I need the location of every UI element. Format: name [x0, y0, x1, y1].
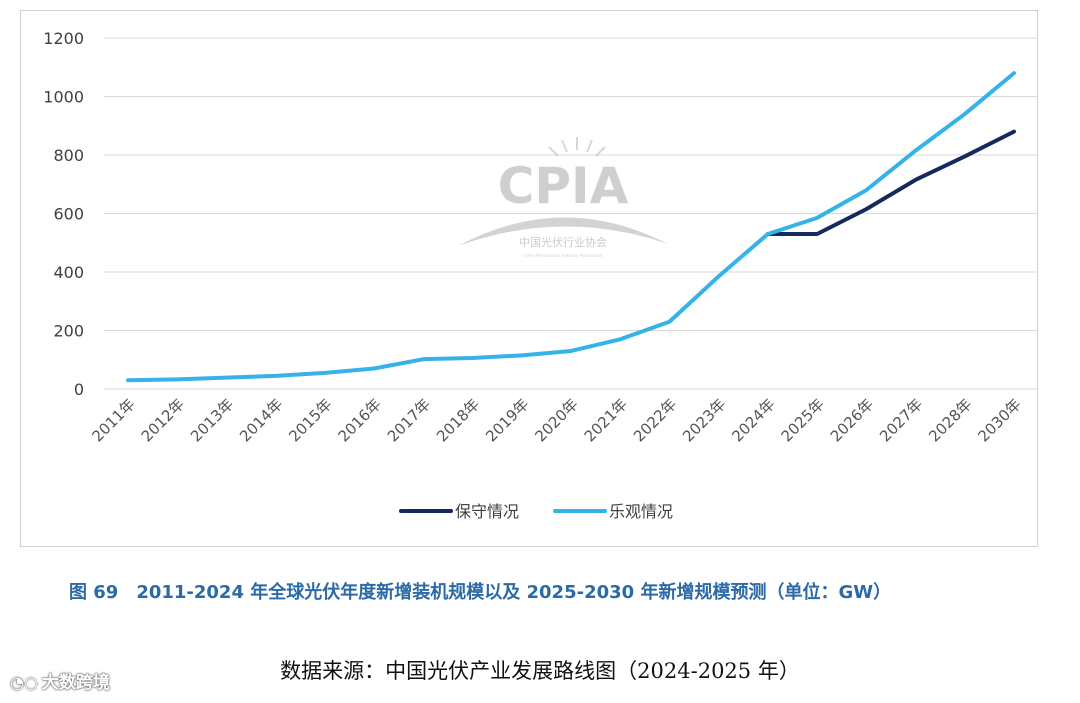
x-tick-label: 2013年 [187, 395, 237, 445]
y-tick-label: 1000 [43, 88, 84, 107]
series-line-1 [126, 71, 1016, 383]
x-tick-label: 2021年 [581, 395, 631, 445]
x-tick-label: 2024年 [728, 395, 778, 445]
watermark-swoosh [458, 217, 668, 246]
series-line-0 [765, 129, 1016, 236]
x-tick-label: 2019年 [482, 395, 532, 445]
chart-frame [20, 10, 1038, 547]
data-source: 数据来源：中国光伏产业发展路线图（2024-2025 年） [280, 659, 800, 683]
watermark-logo-text: CPIA [498, 157, 629, 215]
x-tick-label: 2022年 [630, 395, 680, 445]
legend: 保守情况 乐观情况 [399, 502, 673, 521]
grid-lines [104, 37, 1038, 390]
x-tick-label: 2030年 [974, 395, 1024, 445]
figure-caption: 图 69 2011-2024 年全球光伏年度新增装机规模以及 2025-2030… [69, 582, 892, 603]
x-tick-label: 2011年 [88, 395, 138, 445]
x-tick-label: 2020年 [531, 395, 581, 445]
corner-watermark: ◔◌ 大数跨境 [10, 668, 110, 693]
line-chart: CPIA 中国光伏行业协会 China Photovoltaic Industr… [43, 29, 1038, 521]
x-tick-label: 2014年 [236, 395, 286, 445]
x-axis-ticks: 2011年2012年2013年2014年2015年2016年2017年2018年… [88, 395, 1024, 445]
watermark-org-name-en: China Photovoltaic Industry Association [523, 253, 603, 258]
y-tick-label: 600 [53, 205, 84, 224]
x-tick-label: 2025年 [778, 395, 828, 445]
y-tick-label: 200 [53, 322, 84, 341]
x-tick-label: 2015年 [285, 395, 335, 445]
y-axis-ticks: 0 200 400 600 800 1000 1200 [43, 29, 84, 399]
sun-rays-icon [548, 137, 606, 157]
x-tick-label: 2027年 [876, 395, 926, 445]
corner-watermark-text: 大数跨境 [41, 673, 110, 693]
y-tick-label: 800 [53, 146, 84, 165]
series-lines [126, 71, 1016, 383]
y-tick-label: 400 [53, 263, 84, 282]
y-tick-label: 1200 [43, 29, 84, 48]
chat-bubble-icon: ◔◌ [10, 673, 38, 692]
x-tick-label: 2028年 [925, 395, 975, 445]
x-tick-label: 2012年 [138, 395, 188, 445]
x-tick-label: 2018年 [433, 395, 483, 445]
x-tick-label: 2016年 [335, 395, 385, 445]
watermark-org-name: 中国光伏行业协会 [519, 235, 607, 249]
x-tick-label: 2017年 [384, 395, 434, 445]
legend-label-1: 乐观情况 [609, 502, 673, 521]
x-tick-label: 2023年 [679, 395, 729, 445]
x-tick-label: 2026年 [827, 395, 877, 445]
legend-label-0: 保守情况 [455, 502, 519, 521]
cpia-watermark: CPIA 中国光伏行业协会 China Photovoltaic Industr… [458, 137, 668, 258]
y-tick-label: 0 [74, 380, 84, 399]
